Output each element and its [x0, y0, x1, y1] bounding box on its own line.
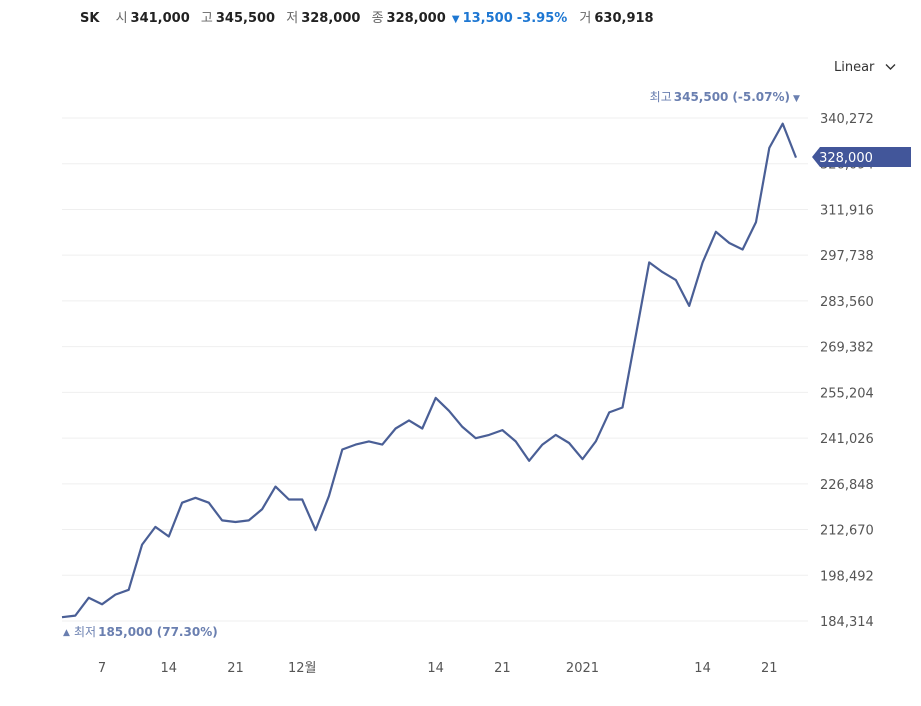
scale-select[interactable]: Linear	[834, 60, 896, 75]
x-axis: 7 14 21 12월 14 21 2021 14 21	[98, 661, 778, 676]
x-tick-label: 12월	[288, 661, 317, 676]
price-line	[61, 122, 798, 619]
price-header: SK 시 341,000 고 345,500 저 328,000 종 328,000 ▼…	[80, 7, 661, 26]
stock-name: SK	[80, 11, 100, 26]
x-tick-label: 21	[494, 661, 511, 676]
max-annotation-label: 최고	[650, 90, 672, 104]
x-tick-label: 2021	[566, 661, 599, 676]
scale-select-label: Linear	[834, 60, 875, 75]
x-tick-label: 21	[227, 661, 244, 676]
y-tick-label: 226,848	[820, 478, 874, 493]
min-annotation-label: 최저	[74, 625, 96, 639]
y-tick-label: 283,560	[820, 295, 874, 310]
y-tick-label: 255,204	[820, 386, 874, 401]
x-tick-label: 14	[160, 661, 177, 676]
min-arrow-icon: ▲	[63, 628, 70, 638]
max-arrow-icon: ▼	[793, 94, 800, 104]
open-label: 시	[115, 11, 128, 26]
down-arrow-icon: ▼	[451, 14, 460, 25]
min-annotation-value: 185,000	[98, 625, 153, 639]
low-label: 저	[286, 11, 299, 26]
close-label: 종	[371, 11, 384, 26]
y-tick-label: 198,492	[820, 569, 874, 584]
chevron-down-icon	[885, 60, 896, 75]
y-tick-label: 340,272	[820, 112, 874, 127]
min-annotation: 최저 185,000 (77.30%)	[74, 625, 218, 639]
min-annotation-pct: (77.30%)	[157, 625, 218, 639]
grid-lines	[62, 117, 808, 622]
high-value: 345,500	[215, 11, 276, 26]
close-value: 328,000	[386, 11, 446, 26]
volume-value: 630,918	[594, 11, 654, 26]
y-tick-label: 212,670	[820, 524, 874, 539]
y-tick-label: 297,738	[820, 249, 874, 264]
x-tick-label: 7	[98, 661, 106, 676]
y-tick-label: 241,026	[820, 432, 874, 447]
low-value: 328,000	[301, 11, 361, 26]
y-axis: 340,272326,094311,916297,738283,560269,3…	[820, 112, 874, 630]
max-annotation-value: 345,500	[674, 90, 729, 104]
max-annotation: 최고 345,500 (-5.07%)	[650, 90, 790, 104]
change-percent: -3.95%	[516, 11, 568, 26]
high-label: 고	[200, 11, 213, 26]
current-price-tag: 328,000	[812, 147, 911, 167]
change-value: 13,500	[462, 11, 513, 26]
current-price-value: 328,000	[819, 151, 873, 166]
current-price-tag-bg	[812, 147, 911, 167]
volume-label: 거	[579, 11, 592, 26]
x-tick-label: 14	[694, 661, 711, 676]
max-annotation-pct: (-5.07%)	[732, 90, 790, 104]
open-value: 341,000	[130, 11, 190, 26]
y-tick-label: 311,916	[820, 203, 874, 218]
x-tick-label: 14	[427, 661, 444, 676]
y-tick-label: 269,382	[820, 341, 874, 356]
y-tick-label: 184,314	[820, 615, 874, 630]
x-tick-label: 21	[761, 661, 778, 676]
